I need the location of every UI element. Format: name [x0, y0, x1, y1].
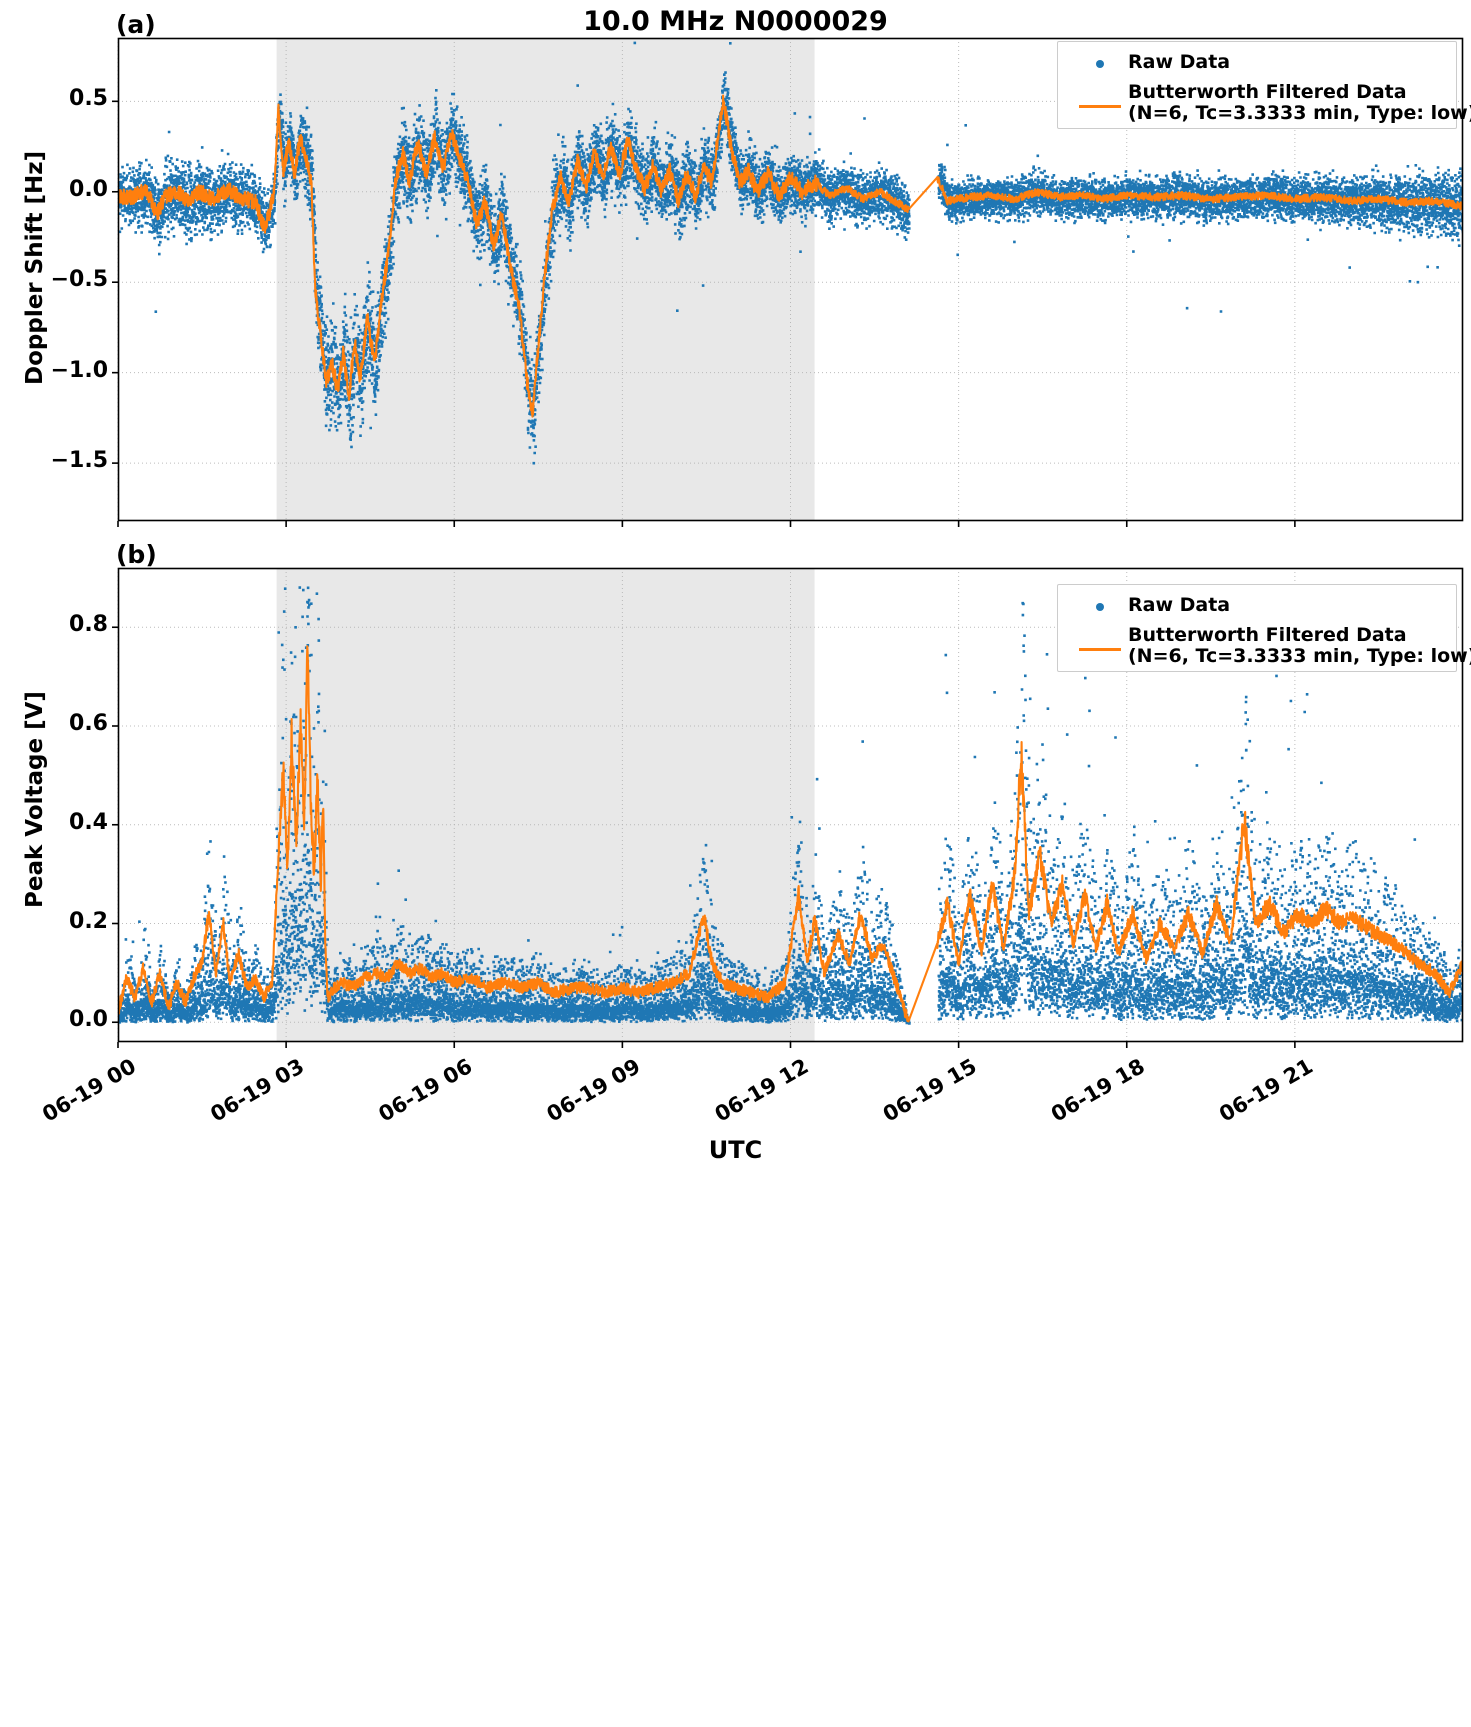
- legend-filtered-label-line2: (N=6, Tc=3.3333 min, Type: low): [1128, 102, 1471, 125]
- shaded-region: [276, 38, 815, 521]
- panel-a-y-tick-label: 0.0: [69, 176, 108, 202]
- figure-title: 10.0 MHz N0000029: [583, 6, 888, 37]
- panel-a-legend: Raw Data Butterworth Filtered Data (N=6,…: [1057, 41, 1471, 130]
- legend-filtered-label-line1: Butterworth Filtered Data: [1128, 81, 1407, 103]
- panel-a-y-tick-label: −1.5: [50, 448, 108, 474]
- legend-raw-label-b: Raw Data: [1128, 594, 1231, 616]
- x-tick-label: 06-19 15: [878, 1054, 981, 1127]
- legend-raw-marker-icon: [1072, 52, 1128, 76]
- panel-b-y-tick-label: 0.4: [69, 809, 108, 835]
- legend-filtered-marker-icon: [1072, 82, 1128, 130]
- butterworth-filtered-line: [118, 94, 1463, 418]
- x-tick-label: 06-19 09: [542, 1054, 645, 1127]
- x-tick-label: 06-19 00: [38, 1054, 140, 1127]
- gap-connector: [907, 176, 939, 211]
- legend-filtered-marker-icon-b: [1072, 625, 1128, 673]
- gap-connector: [907, 942, 939, 1023]
- panel-b-y-tick-label: 0.8: [69, 612, 108, 638]
- panel-a-y-tick-label: −1.0: [50, 357, 108, 383]
- tick-marks: [112, 100, 1296, 527]
- panel-b-legend: Raw Data Butterworth Filtered Data (N=6,…: [1057, 584, 1471, 673]
- tick-marks: [112, 626, 1296, 1048]
- axes-frame: [117, 567, 1464, 1043]
- panel-a-label: (a): [116, 10, 156, 39]
- panel-a-y-axis-label: Doppler Shift [Hz]: [22, 150, 48, 385]
- raw-points: [118, 586, 1463, 1025]
- x-axis-label: UTC: [708, 1136, 763, 1164]
- panel-b-y-axis-label: Peak Voltage [V]: [22, 691, 48, 908]
- legend-raw-label: Raw Data: [1128, 51, 1231, 73]
- raw-data-scatter: [118, 586, 1463, 1025]
- figure-root: 10.0 MHz N0000029 (a) (b) Doppler Shift …: [22, 6, 1471, 1164]
- legend-filtered-label-line1-b: Butterworth Filtered Data: [1128, 624, 1407, 646]
- panel-b-y-tick-label: 0.6: [69, 711, 108, 736]
- panel-b-label: (b): [116, 540, 157, 569]
- axes-frame: [117, 37, 1464, 522]
- panel-b-y-tick-label: 0.0: [69, 1007, 108, 1033]
- panel-a-y-tick-label: 0.5: [69, 86, 108, 112]
- panel-a-y-tick-label: −0.5: [50, 267, 108, 293]
- legend-filtered-label-line2-b: (N=6, Tc=3.3333 min, Type: low): [1128, 645, 1471, 668]
- butterworth-filtered-line: [118, 645, 1463, 1023]
- legend-raw-marker-icon-b: [1072, 595, 1128, 619]
- panel-b-y-tick-label: 0.2: [69, 908, 108, 934]
